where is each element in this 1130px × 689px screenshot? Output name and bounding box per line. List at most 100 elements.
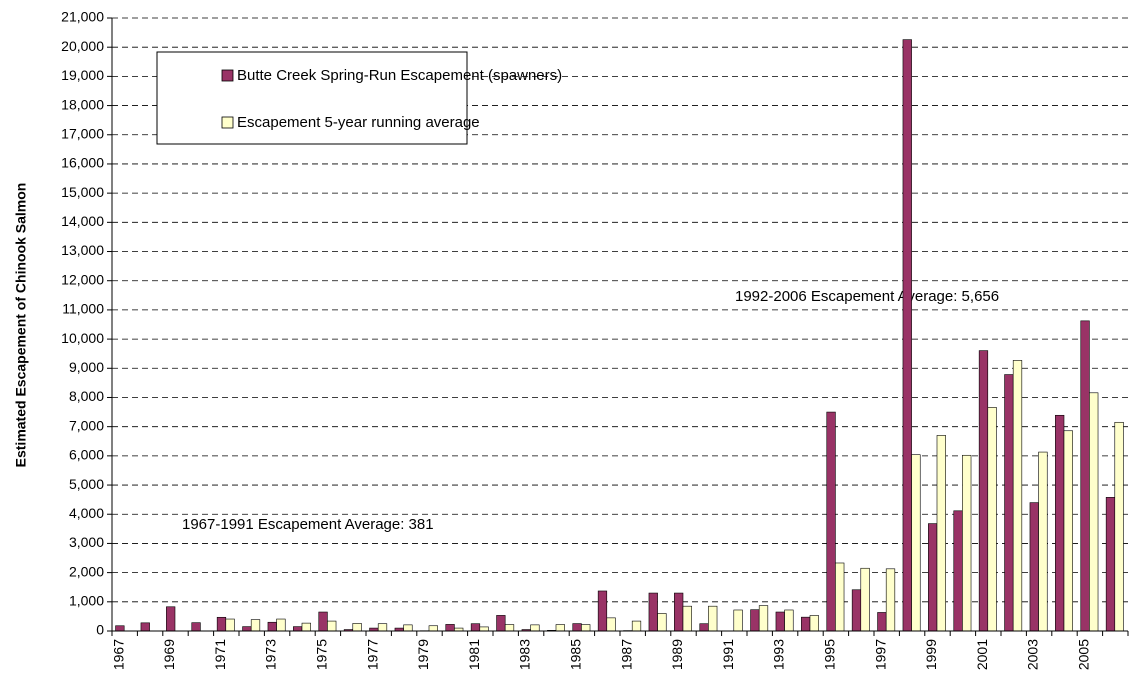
y-tick-label: 2,000 <box>69 563 104 579</box>
x-tick-label: 1989 <box>669 639 685 670</box>
bar <box>496 615 506 632</box>
bar <box>1038 451 1048 632</box>
bar <box>851 589 862 632</box>
bar <box>648 592 658 632</box>
x-tick-label: 1991 <box>720 639 736 670</box>
bar <box>242 626 252 632</box>
legend-swatch <box>221 116 234 129</box>
bar <box>928 523 938 632</box>
bar <box>1055 414 1065 632</box>
bar <box>962 454 972 632</box>
bar <box>597 590 608 632</box>
x-tick-label: 2003 <box>1025 639 1041 670</box>
x-tick-label: 1973 <box>263 639 279 670</box>
bar <box>140 622 150 632</box>
y-tick-label: 5,000 <box>69 476 104 492</box>
bar <box>784 609 794 632</box>
bar <box>581 624 591 632</box>
bar <box>733 609 743 632</box>
y-tick-label: 3,000 <box>69 534 104 550</box>
x-tick-label: 2005 <box>1076 639 1092 670</box>
bar <box>445 624 455 632</box>
x-tick-label: 1987 <box>618 639 634 670</box>
y-tick-label: 1,000 <box>69 593 104 609</box>
x-tick-label: 1971 <box>212 639 228 670</box>
bar <box>631 620 642 632</box>
bar <box>606 617 616 632</box>
bar <box>1063 430 1073 632</box>
bar <box>809 615 819 632</box>
bar <box>877 612 887 632</box>
bar <box>318 611 328 632</box>
y-tick-label: 8,000 <box>69 388 104 404</box>
bar <box>403 624 413 632</box>
y-tick-label: 15,000 <box>61 184 104 200</box>
bar <box>826 411 836 632</box>
bar <box>327 620 337 632</box>
x-tick-label: 1981 <box>466 639 482 670</box>
bar <box>1004 374 1014 632</box>
bar <box>555 624 565 632</box>
y-tick-label: 18,000 <box>61 96 104 112</box>
bar <box>530 624 540 632</box>
bar <box>352 623 362 632</box>
bar <box>216 616 227 632</box>
bar <box>572 623 582 632</box>
bar <box>267 621 277 632</box>
bar <box>1114 421 1124 632</box>
bar <box>470 623 481 632</box>
y-tick-label: 12,000 <box>61 271 104 287</box>
bar <box>708 605 718 632</box>
y-tick-label: 20,000 <box>61 38 104 54</box>
bar <box>775 611 785 632</box>
y-tick-label: 21,000 <box>61 9 104 25</box>
bar <box>750 609 760 632</box>
legend-text: Butte Creek Spring-Run Escapement (spawn… <box>237 67 562 84</box>
bar <box>276 618 286 632</box>
x-tick-label: 1985 <box>568 639 584 670</box>
y-tick-label: 6,000 <box>69 447 104 463</box>
legend-swatch <box>221 69 234 82</box>
bar <box>953 510 963 632</box>
bar <box>987 407 997 632</box>
x-tick-label: 1975 <box>314 639 330 670</box>
x-tick-label: 1979 <box>415 639 431 670</box>
bar <box>699 623 709 632</box>
x-tick-label: 1967 <box>110 639 126 670</box>
y-tick-label: 0 <box>96 622 104 638</box>
annotation: 1967-1991 Escapement Average: 381 <box>182 516 434 533</box>
bar <box>428 625 438 632</box>
y-tick-label: 11,000 <box>62 301 104 317</box>
x-tick-label: 1997 <box>872 639 888 670</box>
x-tick-label: 1977 <box>364 639 380 670</box>
bar <box>682 605 692 632</box>
bar <box>250 619 261 632</box>
bar <box>835 562 845 632</box>
bar <box>978 350 989 632</box>
x-tick-label: 1969 <box>161 639 177 670</box>
y-tick-label: 13,000 <box>61 242 104 258</box>
bar <box>377 623 388 632</box>
legend-text: Escapement 5-year running average <box>237 114 480 131</box>
bar <box>1012 360 1023 632</box>
bar <box>911 454 921 632</box>
bar <box>1089 392 1099 632</box>
bar <box>301 622 311 632</box>
annotation: 1992-2006 Escapement Average: 5,656 <box>735 288 999 305</box>
bar <box>860 567 870 632</box>
y-tick-label: 16,000 <box>61 155 104 171</box>
x-tick-label: 1995 <box>822 639 838 670</box>
bar <box>115 625 125 632</box>
y-axis-title: Estimated Escapement of Chinook Salmon <box>13 183 29 468</box>
y-tick-label: 7,000 <box>69 417 104 433</box>
bar <box>657 613 667 632</box>
bar <box>674 592 684 632</box>
bar <box>504 624 515 632</box>
bar <box>1105 497 1116 632</box>
y-tick-label: 9,000 <box>69 359 104 375</box>
bar <box>225 618 235 632</box>
x-tick-label: 1983 <box>517 639 533 670</box>
bar <box>166 606 176 632</box>
bar <box>936 435 946 632</box>
